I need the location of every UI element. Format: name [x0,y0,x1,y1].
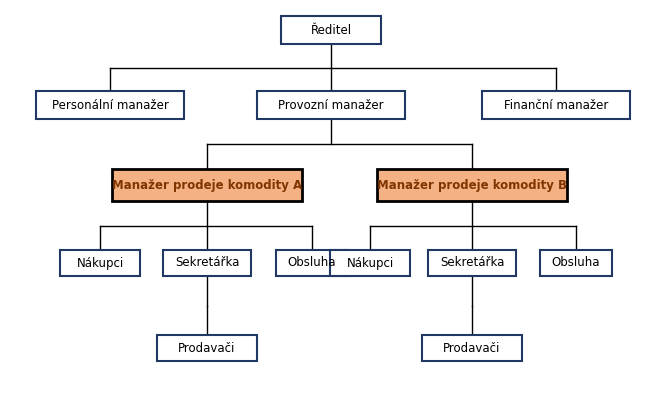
Text: Sekretářka: Sekretářka [175,256,239,269]
FancyBboxPatch shape [163,250,251,276]
Text: Ředitel: Ředitel [310,24,352,37]
FancyBboxPatch shape [257,91,405,119]
Text: Finanční manažer: Finanční manažer [504,98,608,112]
FancyBboxPatch shape [428,250,516,276]
Text: Obsluha: Obsluha [551,256,600,269]
FancyBboxPatch shape [482,91,630,119]
FancyBboxPatch shape [36,91,184,119]
Text: Provozní manažer: Provozní manažer [278,98,384,112]
FancyBboxPatch shape [60,250,140,276]
FancyBboxPatch shape [377,169,567,201]
FancyBboxPatch shape [157,335,257,361]
FancyBboxPatch shape [540,250,612,276]
Text: Prodavači: Prodavači [444,342,500,355]
Text: Manažer prodeje komodity B: Manažer prodeje komodity B [377,178,567,191]
Text: Nákupci: Nákupci [346,256,394,269]
Text: Nákupci: Nákupci [76,256,124,269]
FancyBboxPatch shape [330,250,410,276]
FancyBboxPatch shape [276,250,348,276]
FancyBboxPatch shape [422,335,522,361]
Text: Personální manažer: Personální manažer [52,98,168,112]
Text: Prodavači: Prodavači [178,342,236,355]
FancyBboxPatch shape [281,16,381,44]
Text: Sekretářka: Sekretářka [440,256,504,269]
FancyBboxPatch shape [112,169,302,201]
Text: Manažer prodeje komodity A: Manažer prodeje komodity A [112,178,302,191]
Text: Obsluha: Obsluha [288,256,336,269]
